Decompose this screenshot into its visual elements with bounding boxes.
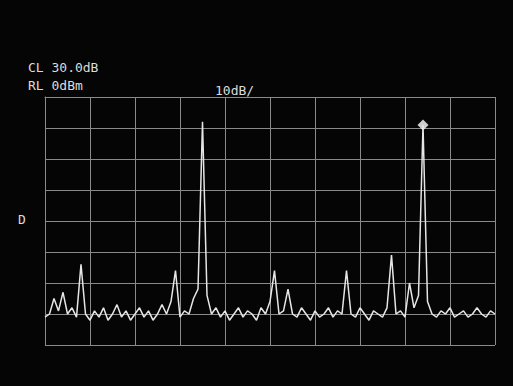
svg-text:D: D [18,212,26,227]
svg-text:CL 30.0dB: CL 30.0dB [28,60,99,75]
svg-text:10dB/: 10dB/ [215,83,254,98]
svg-text:RL 0dBm: RL 0dBm [28,78,83,93]
